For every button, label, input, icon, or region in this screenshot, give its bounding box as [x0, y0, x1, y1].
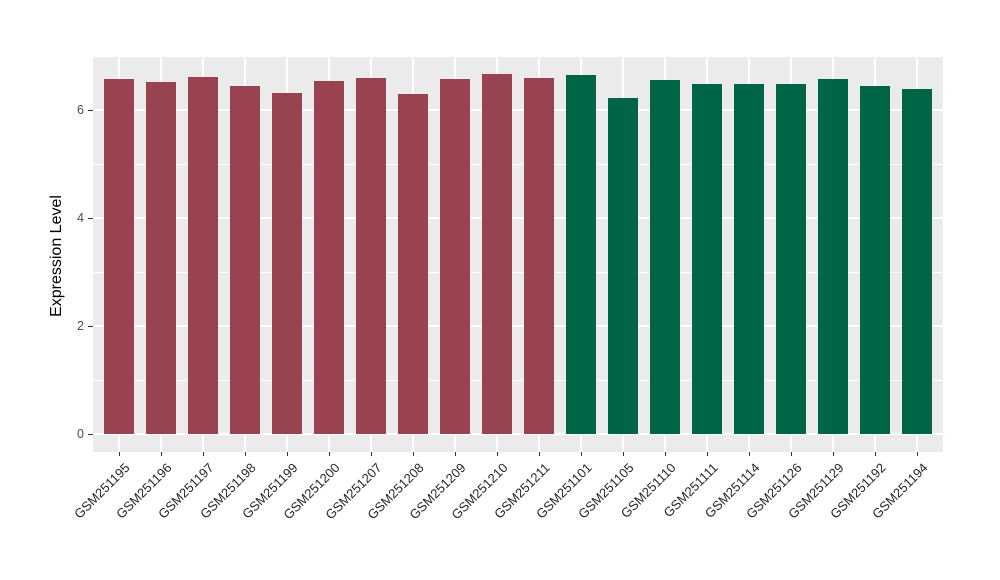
bar-GSM251194 — [902, 88, 932, 434]
x-axis-tick — [329, 452, 330, 456]
major-gridline — [93, 433, 943, 435]
bar-GSM251207 — [356, 77, 386, 434]
x-axis-tick — [413, 452, 414, 456]
bar-GSM251196 — [146, 81, 176, 434]
x-axis-tick — [875, 452, 876, 456]
major-gridline — [93, 325, 943, 327]
bar-GSM251211 — [524, 77, 554, 434]
major-gridline — [93, 217, 943, 219]
minor-gridline — [93, 272, 943, 273]
plot-panel — [93, 56, 943, 452]
bar-GSM251197 — [188, 77, 218, 434]
minor-gridline — [93, 56, 943, 57]
x-axis-tick — [497, 452, 498, 456]
major-gridline — [93, 109, 943, 111]
y-axis-tick — [88, 110, 93, 111]
x-axis-tick — [581, 452, 582, 456]
bar-GSM251200 — [314, 81, 344, 434]
bar-GSM251198 — [230, 86, 260, 434]
bar-GSM251210 — [482, 73, 512, 434]
x-axis-tick — [791, 452, 792, 456]
x-axis-tick — [539, 452, 540, 456]
x-axis-tick — [749, 452, 750, 456]
bar-GSM251192 — [860, 86, 890, 434]
x-axis-tick — [665, 452, 666, 456]
y-axis-tick — [88, 434, 93, 435]
bar-GSM251105 — [608, 97, 638, 434]
x-axis-tick — [245, 452, 246, 456]
y-axis-title: Expression Level — [48, 195, 65, 317]
bar-GSM251126 — [776, 84, 806, 434]
x-axis-tick — [161, 452, 162, 456]
y-axis-label: 4 — [77, 211, 84, 225]
bar-GSM251110 — [650, 79, 680, 434]
bar-GSM251114 — [734, 84, 764, 434]
bar-GSM251208 — [398, 93, 428, 434]
bar-GSM251209 — [440, 78, 470, 434]
bar-GSM251129 — [818, 79, 848, 434]
y-axis-tick — [88, 218, 93, 219]
bar-GSM251101 — [566, 75, 596, 434]
y-axis-label: 0 — [77, 427, 84, 441]
x-axis-tick — [119, 452, 120, 456]
x-axis-tick — [917, 452, 918, 456]
bar-GSM251195 — [104, 79, 134, 434]
x-axis-tick — [623, 452, 624, 456]
minor-gridline — [93, 380, 943, 381]
bar-GSM251199 — [272, 92, 302, 434]
x-axis-tick — [833, 452, 834, 456]
x-axis-tick — [203, 452, 204, 456]
y-axis-label: 6 — [77, 103, 84, 117]
x-axis-tick — [371, 452, 372, 456]
bar-GSM251111 — [692, 84, 722, 434]
x-axis-tick — [707, 452, 708, 456]
y-axis-tick — [88, 326, 93, 327]
y-axis-label: 2 — [77, 319, 84, 333]
minor-gridline — [93, 164, 943, 165]
x-axis-tick — [287, 452, 288, 456]
x-axis-tick — [455, 452, 456, 456]
